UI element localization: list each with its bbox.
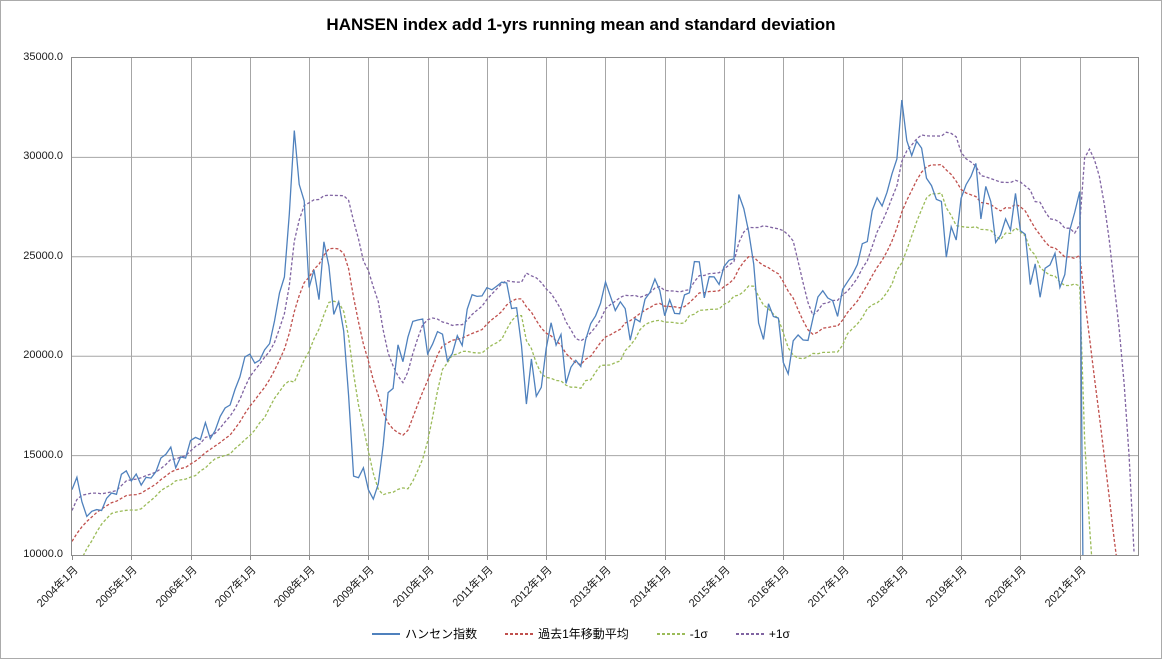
legend-line-sample-dashed (505, 632, 534, 635)
chart-svg (72, 58, 1138, 560)
legend: ハンセン指数 過去1年移動平均 -1σ +1σ (1, 625, 1161, 642)
legend-label: +1σ (768, 626, 790, 641)
legend-item-moving-average: 過去1年移動平均 (505, 625, 629, 642)
series-line-plus-1-sigma (72, 131, 1135, 552)
series-line-hansen-index (72, 99, 1084, 555)
legend-line-sample-dashed (656, 632, 685, 635)
series-group (72, 99, 1135, 555)
y-axis-tick-label: 20000.0 (23, 349, 63, 362)
legend-label: 過去1年移動平均 (538, 627, 629, 641)
series-line-moving-average (72, 163, 1117, 555)
legend-item-minus-1-sigma: -1σ (656, 626, 708, 641)
y-axis-tick-label: 30000.0 (23, 150, 63, 163)
plot-area (71, 57, 1139, 560)
legend-item-plus-1-sigma: +1σ (735, 626, 790, 641)
y-axis-tick-label: 25000.0 (23, 249, 63, 262)
legend-line-sample-dashed (735, 632, 764, 635)
legend-line-sample-solid (372, 632, 401, 635)
y-axis-tick-label: 10000.0 (23, 548, 63, 560)
y-axis-tick-label: 15000.0 (23, 448, 63, 461)
legend-label: ハンセン指数 (405, 627, 478, 641)
y-axis-tick-label: 35000.0 (23, 51, 63, 63)
series-line-minus-1-sigma (82, 192, 1093, 555)
chart-title: HANSEN index add 1-yrs running mean and … (326, 15, 836, 34)
legend-label: -1σ (689, 626, 708, 641)
legend-item-hansen-index: ハンセン指数 (372, 625, 477, 642)
